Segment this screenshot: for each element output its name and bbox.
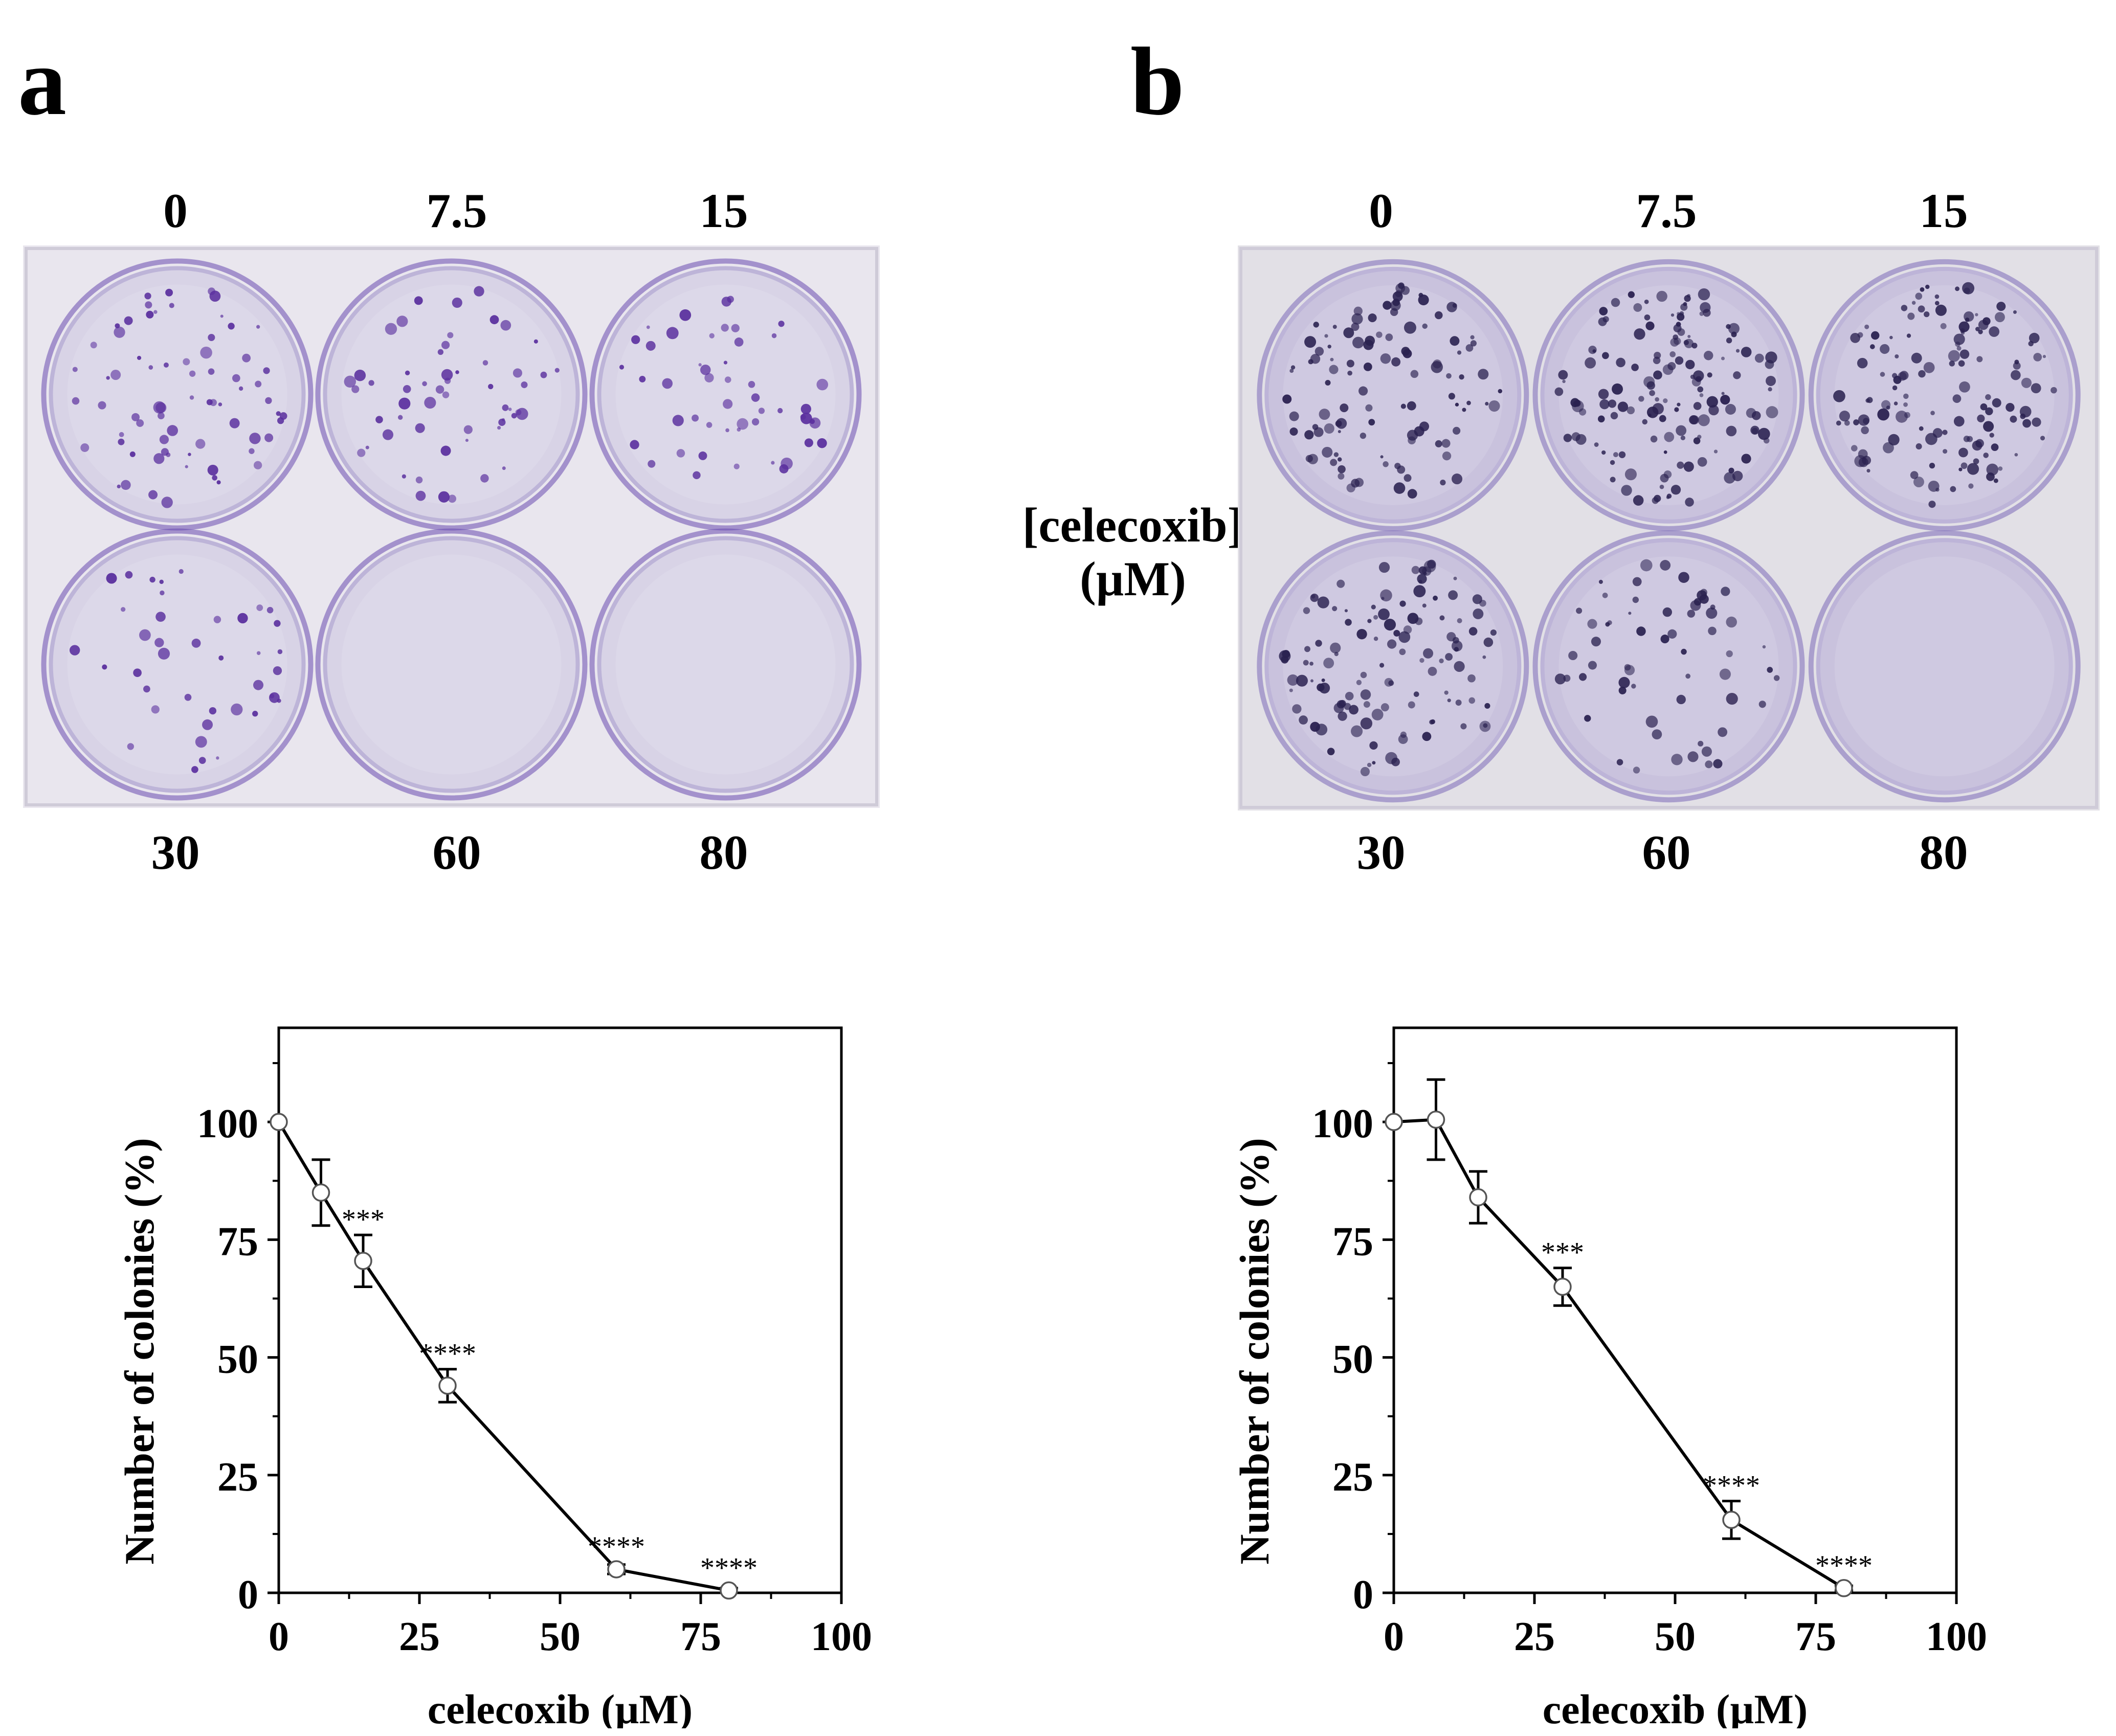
panel-letter-a: a	[18, 28, 66, 136]
y-tick-label: 25	[217, 1455, 258, 1500]
x-tick-label: 0	[269, 1614, 289, 1659]
concentration-label-b-bottom-2: 60	[1642, 825, 1691, 880]
plate-photo-a	[23, 245, 880, 808]
x-axis-label: celecoxib (µM)	[1543, 1686, 1808, 1728]
concentration-label-b-top-3: 15	[1919, 184, 1968, 238]
concentration-axis-label-line1: [celecoxib]	[1022, 498, 1244, 552]
data-point	[1722, 1510, 1741, 1529]
significance-label: ****	[419, 1338, 476, 1370]
y-tick-label: 75	[1332, 1219, 1373, 1264]
plate-well	[1532, 530, 1805, 803]
data-point	[311, 1183, 330, 1202]
significance-label: ***	[1541, 1237, 1584, 1269]
data-point	[1427, 1110, 1445, 1129]
plate-well	[315, 528, 588, 801]
data-point	[438, 1377, 457, 1395]
data-point	[270, 1113, 288, 1131]
x-axis-label: celecoxib (µM)	[428, 1686, 693, 1728]
y-tick-label: 0	[238, 1572, 258, 1617]
series-line	[1393, 1118, 1845, 1590]
x-tick-label: 50	[540, 1614, 581, 1659]
concentration-label-b-bottom-3: 80	[1919, 825, 1968, 880]
panel-letter-b: b	[1130, 28, 1185, 136]
data-point	[1385, 1113, 1403, 1131]
data-point	[1835, 1579, 1853, 1597]
concentration-axis-label: [celecoxib] (µM)	[1022, 499, 1244, 605]
y-axis-label: Number of colonies (%)	[116, 1138, 163, 1564]
plot-frame	[1392, 1026, 1958, 1594]
significance-label: ****	[1703, 1470, 1760, 1501]
colony-chart-b: 0 25 50 75 100 0 25 50 75 100 celecoxib (µM) Number…	[1231, 1026, 1987, 1728]
concentration-label-a-bottom-3: 80	[699, 825, 748, 880]
concentration-label-a-top-2: 7.5	[426, 184, 487, 238]
plate-well	[1808, 530, 2081, 803]
data-point	[1553, 1277, 1572, 1296]
x-tick-label: 75	[680, 1614, 721, 1659]
y-tick-label: 25	[1332, 1455, 1373, 1500]
plate-well	[589, 258, 862, 531]
plate-frame-edge	[25, 247, 878, 806]
concentration-label-a-top-1: 0	[163, 184, 188, 238]
concentration-label-a-top-3: 15	[699, 184, 748, 238]
x-tick-label: 25	[1514, 1614, 1555, 1659]
y-axis-label: Number of colonies (%)	[1231, 1138, 1278, 1564]
plate-well	[589, 528, 862, 801]
concentration-axis-label-line2: (µM)	[1080, 551, 1186, 606]
significance-label: ****	[1815, 1550, 1873, 1582]
plate-well	[41, 528, 314, 801]
y-tick-label: 75	[217, 1219, 258, 1264]
plate-well	[1257, 259, 1529, 531]
concentration-label-a-bottom-2: 60	[432, 825, 481, 880]
concentration-label-b-bottom-1: 30	[1356, 825, 1406, 880]
plate-well	[315, 258, 588, 531]
plate-frame-edge	[1239, 247, 2098, 809]
significance-label: ***	[342, 1204, 385, 1235]
significance-label: ****	[700, 1552, 758, 1584]
concentration-label-b-top-2: 7.5	[1636, 184, 1697, 238]
plate-well	[1808, 259, 2081, 531]
y-tick-label: 100	[1312, 1101, 1373, 1146]
colony-chart-a: 0 25 50 75 100 0 25 50 75 100 celecoxib (µM) Number…	[116, 1026, 872, 1728]
concentration-label-b-top-1: 0	[1369, 184, 1393, 238]
x-tick-label: 75	[1795, 1614, 1836, 1659]
y-tick-label: 50	[1332, 1337, 1373, 1382]
plate-well	[1532, 259, 1805, 531]
x-tick-label: 100	[1926, 1614, 1987, 1659]
data-point	[354, 1252, 372, 1270]
plate-well	[41, 258, 314, 531]
data-point	[607, 1560, 626, 1579]
y-tick-label: 50	[217, 1337, 258, 1382]
significance-label: ****	[588, 1531, 645, 1563]
x-tick-label: 0	[1384, 1614, 1404, 1659]
y-tick-label: 100	[197, 1101, 258, 1146]
x-tick-label: 25	[399, 1614, 440, 1659]
plate-photo-b	[1238, 245, 2100, 810]
concentration-label-a-bottom-1: 30	[151, 825, 200, 880]
x-tick-label: 100	[811, 1614, 872, 1659]
data-point	[1469, 1188, 1487, 1207]
x-tick-label: 50	[1655, 1614, 1696, 1659]
y-tick-label: 0	[1353, 1572, 1373, 1617]
series-line	[277, 1121, 729, 1592]
data-point	[720, 1581, 738, 1600]
plate-well	[1257, 530, 1529, 803]
